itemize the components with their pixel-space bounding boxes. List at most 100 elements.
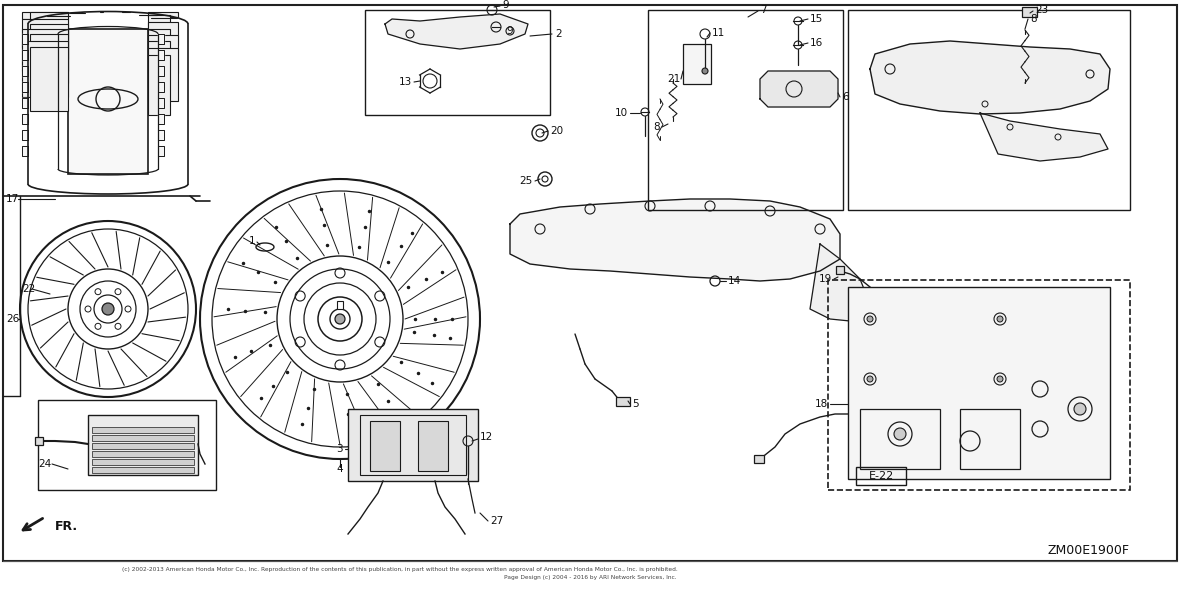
Bar [365, 10, 550, 115]
Text: 23: 23 [1035, 5, 1048, 15]
Text: 4: 4 [336, 464, 343, 474]
Bar [148, 41, 170, 87]
Text: 22: 22 [22, 284, 35, 294]
Bar [148, 22, 178, 45]
Circle shape [867, 376, 873, 382]
Bar [22, 29, 68, 71]
Bar [348, 409, 478, 481]
Bar [30, 12, 68, 34]
Polygon shape [158, 130, 164, 140]
Text: 8: 8 [654, 122, 660, 132]
Polygon shape [22, 98, 28, 108]
Polygon shape [158, 98, 164, 108]
Text: 17: 17 [6, 194, 19, 204]
Text: 7: 7 [760, 5, 767, 15]
Bar [754, 455, 763, 463]
Text: E-22: E-22 [868, 471, 893, 481]
Bar [88, 415, 198, 475]
Text: 18: 18 [814, 399, 828, 409]
Bar [68, 29, 148, 174]
Bar [371, 421, 400, 471]
Bar [22, 12, 68, 19]
Polygon shape [809, 244, 870, 321]
Bar [30, 24, 68, 59]
Text: 21: 21 [667, 74, 680, 84]
Bar [92, 459, 194, 465]
Polygon shape [22, 50, 28, 60]
Polygon shape [22, 130, 28, 140]
Text: 6: 6 [843, 92, 848, 102]
Polygon shape [981, 113, 1108, 161]
Circle shape [1074, 403, 1086, 415]
Text: 8: 8 [1030, 14, 1036, 24]
Text: 1: 1 [248, 236, 255, 246]
Text: (c) 2002-2013 American Honda Motor Co., Inc. Reproduction of the contents of thi: (c) 2002-2013 American Honda Motor Co., … [122, 567, 677, 571]
Bar [30, 47, 68, 111]
Bar [92, 467, 194, 473]
Polygon shape [510, 199, 840, 281]
Polygon shape [385, 14, 527, 49]
Text: 24: 24 [38, 459, 51, 469]
Bar [92, 451, 194, 457]
Bar [148, 48, 178, 101]
Text: 16: 16 [809, 38, 824, 48]
Text: 14: 14 [728, 276, 741, 286]
Circle shape [867, 316, 873, 322]
Bar [148, 35, 178, 73]
Text: 27: 27 [490, 516, 503, 526]
Bar [38, 400, 216, 490]
Text: 13: 13 [399, 77, 412, 87]
Circle shape [335, 314, 345, 324]
Circle shape [702, 68, 708, 74]
Polygon shape [760, 71, 838, 107]
Bar [1022, 7, 1037, 17]
Text: FR.: FR. [55, 521, 78, 534]
Text: 19: 19 [819, 274, 832, 284]
Polygon shape [158, 50, 164, 60]
Text: 10: 10 [615, 108, 628, 118]
Polygon shape [22, 66, 28, 76]
Text: 5: 5 [632, 399, 638, 409]
Bar [828, 280, 1130, 490]
Text: 9: 9 [502, 0, 509, 10]
Circle shape [997, 376, 1003, 382]
Text: ZM00E1900F: ZM00E1900F [1047, 544, 1129, 558]
Polygon shape [22, 146, 28, 156]
Text: 25: 25 [519, 176, 533, 186]
Circle shape [101, 303, 114, 315]
Bar [360, 415, 466, 475]
Bar [148, 55, 170, 115]
Bar [30, 34, 68, 83]
Bar [92, 427, 194, 433]
Polygon shape [22, 34, 28, 44]
Polygon shape [158, 66, 164, 76]
Polygon shape [158, 82, 164, 92]
Bar [35, 437, 42, 445]
Text: 2: 2 [555, 29, 562, 39]
Bar [835, 266, 844, 274]
Text: 20: 20 [550, 126, 563, 136]
Polygon shape [22, 82, 28, 92]
Bar [148, 15, 170, 31]
Text: 12: 12 [480, 432, 493, 442]
Polygon shape [158, 114, 164, 124]
Bar [148, 12, 178, 17]
Text: 26: 26 [6, 314, 19, 324]
Text: 3: 3 [336, 444, 343, 454]
Polygon shape [158, 146, 164, 156]
Bar [860, 409, 940, 469]
Polygon shape [22, 114, 28, 124]
Bar [418, 421, 448, 471]
Bar [92, 435, 194, 441]
Bar [22, 19, 68, 47]
Bar [848, 287, 1110, 479]
Bar [22, 41, 68, 97]
Bar [616, 397, 630, 406]
Bar [683, 44, 712, 84]
Bar [92, 443, 194, 449]
Text: 9: 9 [506, 26, 512, 36]
Text: Page Design (c) 2004 - 2016 by ARI Network Services, Inc.: Page Design (c) 2004 - 2016 by ARI Netwo… [504, 574, 676, 580]
Bar [961, 409, 1020, 469]
Bar [337, 301, 343, 309]
Circle shape [894, 428, 906, 440]
